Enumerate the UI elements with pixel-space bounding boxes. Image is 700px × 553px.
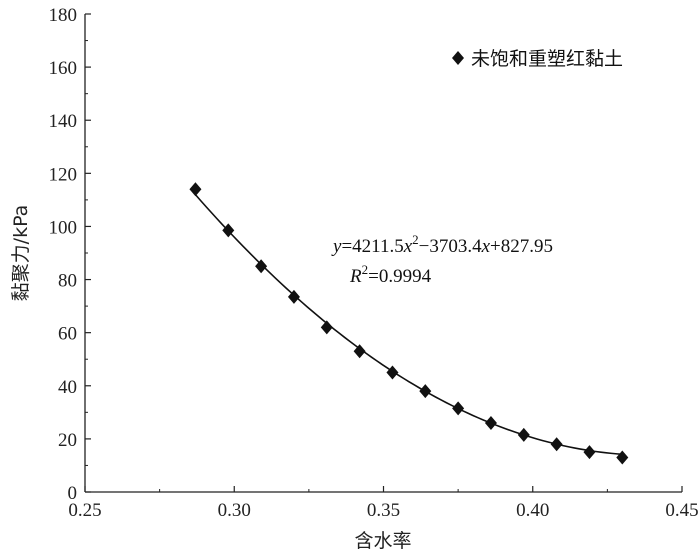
x-tick-label: 0.25 [68,500,101,521]
data-point [386,365,399,380]
r-squared: R2=0.9994 [349,262,432,287]
r2-square: 2 [362,262,369,277]
x-ticks: 0.25 0.30 0.35 0.40 0.45 [68,486,699,521]
data-point [616,450,629,465]
y-tick-label: 180 [49,5,78,26]
data-point [419,384,432,399]
fit-curve [194,194,623,456]
r2-value: =0.9994 [368,266,431,287]
legend-marker-diamond [452,51,464,65]
x-tick-label: 0.45 [665,500,698,521]
eq-b: −3703.4 [419,236,482,257]
y-tick-label: 160 [49,58,78,79]
eq-a: =4211.5 [341,236,403,257]
eq-y: y [331,236,342,257]
data-point [452,401,465,416]
r2-r: R [349,266,362,287]
eq-c: +827.95 [490,236,553,257]
data-point [222,223,235,238]
data-point [189,182,202,197]
y-tick-label: 60 [58,324,77,345]
x-tick-label: 0.35 [367,500,400,521]
data-point [484,415,497,430]
eq-square: 2 [412,232,419,247]
eq-x: x [403,236,413,257]
y-tick-label: 140 [49,111,78,132]
data-point [287,289,300,304]
legend: 未饱和重塑红黏土 [452,48,623,70]
data-point [583,445,596,460]
y-axis-title: 黏聚力/kPa [10,205,32,302]
axes: 0.25 0.30 0.35 0.40 0.45 0 20 40 60 80 100 120 140 1… [49,5,699,521]
eq-x2: x [481,236,491,257]
data-point [550,437,563,452]
y-tick-label: 120 [49,164,78,185]
y-ticks: 0 20 40 60 80 100 120 140 160 180 [49,5,91,504]
data-point [517,427,530,442]
y-tick-label: 0 [68,483,78,504]
fit-equation: y=4211.5x2−3703.4x+827.95 [331,232,553,257]
x-axis-title: 含水率 [354,530,411,552]
data-point [320,320,333,335]
data-point [255,259,268,274]
x-tick-label: 0.40 [516,500,549,521]
y-tick-label: 80 [58,271,77,292]
y-tick-label: 40 [58,377,77,398]
y-tick-label: 100 [49,217,78,238]
legend-label: 未饱和重塑红黏土 [471,48,623,70]
y-tick-label: 20 [58,430,77,451]
data-point [353,344,366,359]
x-tick-label: 0.30 [218,500,251,521]
data-points [189,182,629,465]
